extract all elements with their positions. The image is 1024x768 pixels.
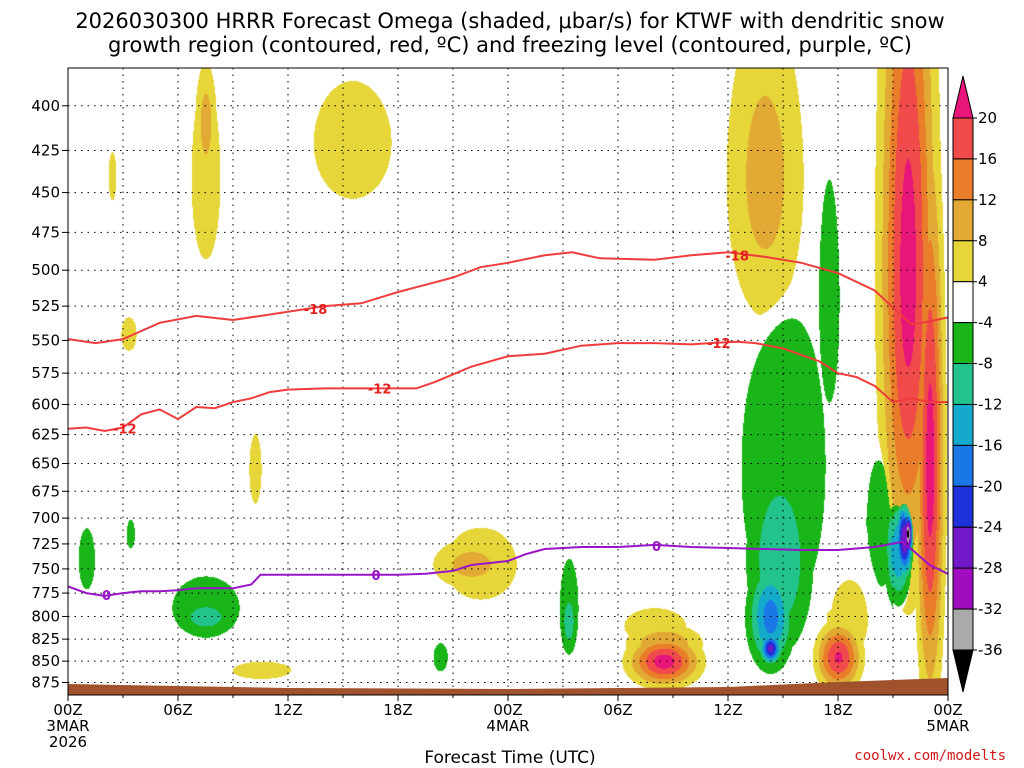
dgz-contour-m18 (68, 251, 948, 345)
colorbar: 20 16 12 8 4 -4 -8 -12 -16 -20 -24 -28 -32 -36 (952, 75, 1003, 693)
colorbar-segment (952, 567, 974, 610)
colorbar-label: -16 (978, 436, 1003, 454)
y-tick-label: 475 (31, 223, 60, 241)
colorbar-label: -12 (978, 395, 1003, 413)
colorbar-label: 20 (978, 109, 997, 127)
x-tick-label: 06Z (603, 701, 632, 719)
colorbar-segment (952, 444, 974, 487)
colorbar-segment (952, 322, 974, 365)
y-tick-label: 600 (31, 396, 60, 414)
colorbar-label: -28 (978, 559, 1003, 577)
chart-title: 2026030300 HRRR Forecast Omega (shaded, … (75, 9, 944, 57)
colorbar-top-arrow (952, 75, 974, 119)
x-tick-label: 4MAR (486, 717, 529, 735)
y-tick-label: 525 (31, 297, 60, 315)
y-tick-label: 625 (31, 426, 60, 444)
y-tick-label: 425 (31, 141, 60, 159)
x-tick-label: 3MAR (46, 717, 89, 735)
y-tick-label: 650 (31, 454, 60, 472)
contours: -18 -18 -12 -12 -12 0 0 0 (68, 249, 948, 604)
colorbar-segment (952, 403, 974, 446)
colorbar-segment (952, 281, 974, 324)
colorbar-segment (952, 526, 974, 569)
colorbar-segment (952, 117, 974, 160)
dgz-contour-label: -18 (304, 303, 328, 318)
x-tick-label: 18Z (823, 701, 852, 719)
y-tick-label: 800 (31, 607, 60, 625)
freezing-level-label: 0 (371, 569, 380, 584)
y-tick-label: 550 (31, 331, 60, 349)
colorbar-label: -36 (978, 641, 1003, 659)
y-axis: 400 425 450 475 500 525 550 575 600 625 650 675 700 7… (31, 97, 68, 691)
y-tick-label: 725 (31, 535, 60, 553)
y-tick-label: 400 (31, 97, 60, 115)
plot-area: -18 -18 -12 -12 -12 0 0 0 (68, 68, 948, 695)
x-tick-label: 2026 (49, 733, 87, 751)
grid-lines (68, 68, 948, 695)
colorbar-label: -20 (978, 477, 1003, 495)
x-tick-label: 12Z (713, 701, 742, 719)
dgz-contour-label: -12 (707, 337, 731, 352)
freezing-level-label: 0 (102, 589, 111, 604)
y-tick-label: 700 (31, 509, 60, 527)
x-tick-label: 00Z (933, 701, 962, 719)
colorbar-segment (952, 608, 974, 651)
x-tick-label: 00Z (493, 701, 522, 719)
x-tick-label: 5MAR (926, 717, 969, 735)
terrain (68, 678, 948, 695)
x-tick-label: 00Z (53, 701, 82, 719)
x-tick-label: 18Z (383, 701, 412, 719)
dgz-contour-label: -18 (725, 249, 749, 264)
colorbar-label: -24 (978, 518, 1003, 536)
dgz-contour-label: -12 (368, 382, 392, 397)
colorbar-label: 8 (978, 232, 988, 250)
y-tick-label: 875 (31, 673, 60, 691)
freezing-level-contour (68, 540, 948, 597)
colorbar-segment (952, 363, 974, 405)
colorbar-segment (952, 240, 974, 283)
title-line-1: 2026030300 HRRR Forecast Omega (shaded, … (75, 9, 944, 33)
y-tick-label: 675 (31, 482, 60, 500)
colorbar-segment (952, 199, 974, 242)
colorbar-label: 4 (978, 273, 988, 291)
terrain-fill (68, 678, 948, 695)
colorbar-label: -8 (978, 355, 993, 373)
title-line-2: growth region (contoured, red, ºC) and f… (108, 33, 912, 57)
colorbar-label: 12 (978, 191, 997, 209)
dgz-contour-m12 (68, 340, 948, 433)
y-tick-label: 850 (31, 652, 60, 670)
x-tick-label: 12Z (273, 701, 302, 719)
x-tick-label: 06Z (163, 701, 192, 719)
y-tick-label: 500 (31, 261, 60, 279)
colorbar-bottom-arrow (952, 649, 974, 693)
dgz-contour-label: -12 (113, 423, 137, 438)
y-tick-label: 450 (31, 184, 60, 202)
colorbar-segment (952, 485, 974, 528)
colorbar-segment (952, 158, 974, 201)
x-axis-title: Forecast Time (UTC) (424, 748, 595, 768)
y-tick-label: 775 (31, 584, 60, 602)
colorbar-label: 16 (978, 150, 997, 168)
y-tick-label: 750 (31, 560, 60, 578)
y-tick-label: 825 (31, 630, 60, 648)
colorbar-label: -32 (978, 600, 1003, 618)
colorbar-label: -4 (978, 314, 993, 332)
freezing-level-label: 0 (652, 540, 661, 555)
credit-text: coolwx.com/modelts (854, 748, 1006, 764)
y-tick-label: 575 (31, 364, 60, 382)
